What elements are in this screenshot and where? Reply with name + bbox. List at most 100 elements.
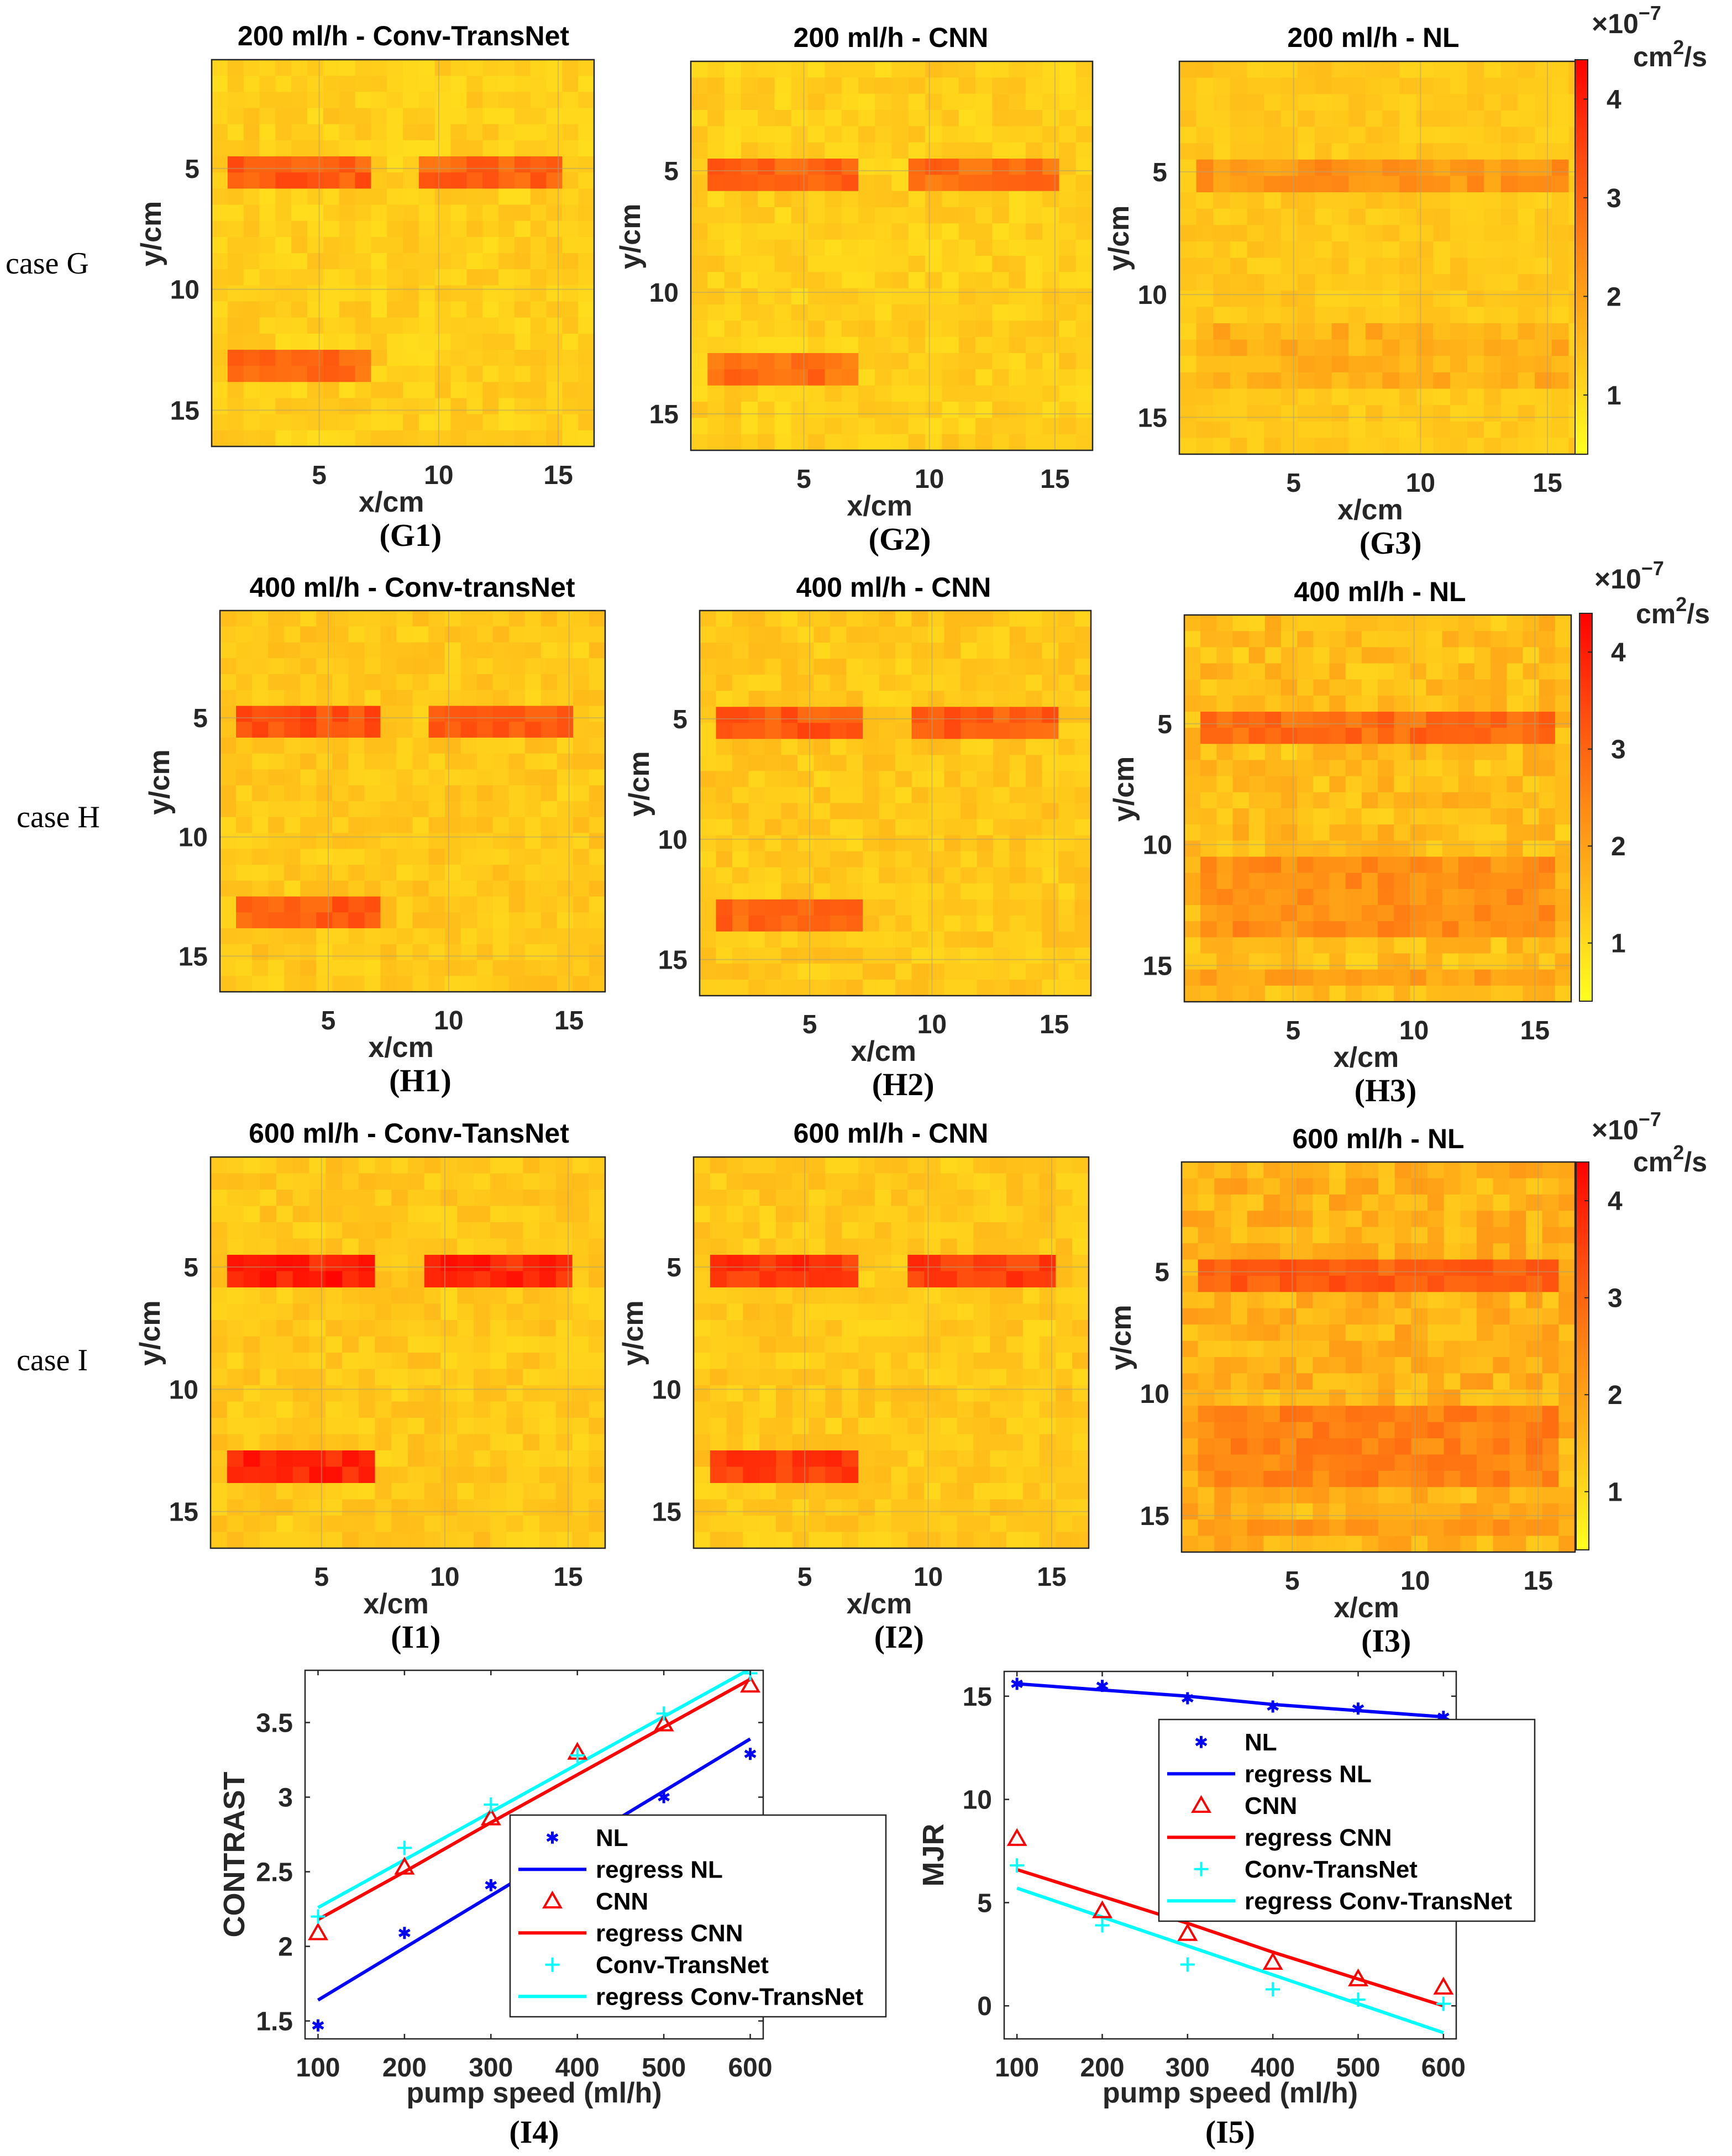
- heatmap-cell: [408, 1466, 425, 1484]
- heatmap-cell: [775, 1516, 793, 1533]
- heatmap-cell: [555, 1336, 573, 1353]
- heatmap-cell: [1022, 1434, 1040, 1451]
- heatmap-cell: [506, 1450, 523, 1468]
- heatmap-cell: [323, 188, 340, 206]
- heatmap-cell: [710, 1532, 727, 1549]
- heatmap-cell: [1298, 421, 1315, 438]
- heatmap-cell: [1230, 241, 1248, 259]
- heatmap-cell: [846, 771, 863, 788]
- heatmap-cell: [774, 142, 792, 159]
- heatmap-cell: [1231, 1308, 1248, 1325]
- heatmap-cell: [1378, 840, 1394, 858]
- heatmap-cell: [710, 1255, 727, 1272]
- heatmap-cell: [1394, 695, 1410, 712]
- heatmap-cell: [573, 833, 590, 849]
- heatmap-cell: [252, 880, 269, 897]
- heatmap-cell: [1026, 931, 1043, 948]
- heatmap-cell: [284, 706, 301, 722]
- heatmap-cell: [1500, 356, 1519, 373]
- heatmap-cell: [375, 1418, 392, 1435]
- heatmap-cell: [1313, 953, 1330, 970]
- heatmap-cell: [482, 317, 499, 334]
- heatmap-cell: [1382, 143, 1400, 160]
- heatmap-cell: [1555, 679, 1572, 696]
- heatmap-cell: [508, 976, 526, 992]
- heatmap-cell: [339, 108, 356, 125]
- heatmap-cell: [1535, 61, 1552, 78]
- heatmap-cell: [540, 865, 558, 881]
- heatmap-cell: [1500, 77, 1519, 94]
- heatmap-cell: [1213, 159, 1231, 176]
- heatmap-cell: [1500, 208, 1519, 225]
- panel-label: (H2): [872, 1066, 935, 1102]
- heatmap-cell: [562, 350, 579, 366]
- heatmap-cell: [759, 1238, 776, 1255]
- heatmap-cell: [830, 931, 847, 948]
- heatmap-cell: [825, 126, 842, 143]
- heatmap-cell: [1490, 840, 1507, 858]
- heatmap-cell: [825, 61, 842, 78]
- heatmap-cell: [694, 1190, 711, 1207]
- heatmap-cell: [1009, 851, 1026, 868]
- heatmap-cell: [879, 675, 896, 691]
- heatmap-cell: [1280, 372, 1298, 390]
- heatmap-cell: [1184, 985, 1201, 1002]
- heatmap-cell: [797, 819, 815, 836]
- heatmap-cell: [1345, 792, 1362, 809]
- heatmap-cell: [220, 849, 237, 865]
- heatmap-cell: [1006, 1336, 1024, 1353]
- heatmap-cell: [211, 1271, 228, 1288]
- heatmap-cell: [928, 739, 945, 755]
- heatmap-cell: [326, 1418, 343, 1435]
- heatmap-cell: [444, 928, 461, 945]
- heatmap-cell: [375, 1190, 392, 1207]
- heatmap-cell: [375, 1369, 392, 1386]
- heatmap-cell: [841, 418, 859, 435]
- heatmap-cell: [326, 1238, 343, 1255]
- heatmap-cell: [1026, 707, 1043, 723]
- heatmap-cell: [759, 1499, 776, 1516]
- heatmap-cell: [924, 1238, 941, 1255]
- heatmap-cell: [557, 753, 574, 770]
- heatmap-cell: [284, 658, 301, 675]
- heatmap-cell: [506, 1401, 523, 1418]
- heatmap-cell: [387, 366, 403, 382]
- heatmap-cell: [775, 1532, 793, 1549]
- heatmap-cell: [562, 301, 579, 318]
- heatmap-cell: [530, 398, 547, 415]
- heatmap-cell: [444, 722, 461, 738]
- heatmap-cell: [1518, 257, 1535, 275]
- heatmap-cell: [875, 191, 893, 208]
- heatmap-cell: [490, 1450, 507, 1468]
- heatmap-cell: [1075, 159, 1093, 175]
- heatmap-cell: [236, 753, 253, 770]
- heatmap-cell: [371, 350, 387, 366]
- heatmap-cell: [482, 398, 499, 415]
- heatmap-cell: [957, 1190, 974, 1207]
- heatmap-cell: [259, 350, 276, 366]
- heatmap-cell: [212, 382, 228, 399]
- heatmap-cell: [724, 385, 742, 402]
- heatmap-cell: [809, 1353, 826, 1370]
- heatmap-cell: [530, 269, 547, 286]
- heatmap-cell: [380, 944, 397, 961]
- heatmap-cell: [339, 60, 356, 76]
- heatmap-cell: [1213, 127, 1231, 144]
- heatmap-cell: [1281, 888, 1298, 906]
- heatmap-cell: [227, 1532, 244, 1549]
- heatmap-cell: [791, 304, 809, 321]
- heatmap-cell: [508, 642, 526, 659]
- heatmap-cell: [1331, 405, 1349, 422]
- heatmap-cell: [243, 285, 260, 302]
- heatmap-cell: [942, 191, 959, 208]
- heatmap-cell: [1427, 1178, 1445, 1195]
- heatmap-cell: [961, 899, 978, 916]
- heatmap-cell: [1280, 241, 1298, 259]
- heatmap-cell: [925, 402, 942, 418]
- heatmap-cell: [1230, 388, 1248, 406]
- heatmap-cell: [707, 142, 725, 159]
- heatmap-cell: [944, 675, 961, 691]
- heatmap-cell: [925, 223, 942, 240]
- heatmap-cell: [1450, 77, 1468, 94]
- heatmap-cell: [1526, 1259, 1543, 1276]
